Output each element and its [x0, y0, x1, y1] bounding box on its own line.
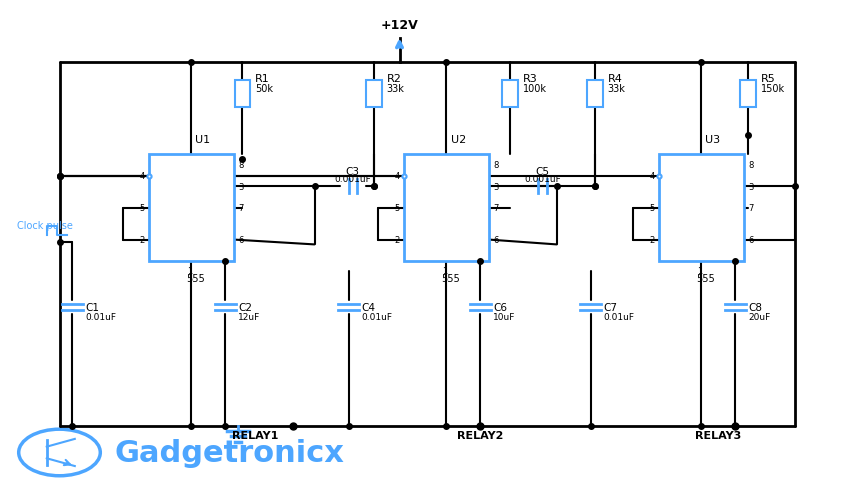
Bar [740, 81, 756, 108]
Text: U1: U1 [196, 135, 211, 145]
Text: VCC: VCC [466, 161, 484, 170]
Text: 8: 8 [748, 161, 753, 170]
Text: TH: TH [728, 236, 740, 244]
Text: C8: C8 [748, 302, 762, 312]
Text: 3: 3 [493, 182, 498, 191]
Text: R2: R2 [387, 75, 401, 84]
Text: 150k: 150k [761, 84, 785, 94]
Text: 20uF: 20uF [748, 313, 770, 321]
Bar [587, 81, 603, 108]
Text: 4: 4 [394, 172, 400, 181]
Text: CV: CV [408, 204, 421, 212]
Text: DC: DC [217, 204, 230, 212]
Text: 4: 4 [139, 172, 144, 181]
Text: 6: 6 [493, 236, 498, 244]
Text: RELAY1: RELAY1 [232, 431, 278, 440]
Text: 0.01uF: 0.01uF [604, 313, 634, 321]
Text: DC: DC [727, 204, 740, 212]
Text: 33k: 33k [387, 84, 405, 94]
Bar [502, 81, 518, 108]
Text: 5: 5 [139, 204, 144, 212]
Text: 0.001uF: 0.001uF [334, 175, 371, 184]
Text: Q: Q [478, 182, 484, 191]
Text: TR: TR [663, 236, 675, 244]
Text: C7: C7 [604, 302, 617, 312]
Text: 1: 1 [442, 266, 447, 275]
Text: 555: 555 [696, 273, 715, 284]
Text: CV: CV [153, 204, 166, 212]
Bar [404, 155, 489, 261]
Text: RELAY2: RELAY2 [457, 431, 503, 440]
Text: +12V: +12V [381, 18, 418, 31]
Text: TR: TR [408, 236, 420, 244]
Bar [659, 155, 744, 261]
Text: 33k: 33k [608, 84, 626, 94]
Text: 5: 5 [649, 204, 654, 212]
Text: 100k: 100k [523, 84, 547, 94]
Text: 0.001uF: 0.001uF [524, 175, 561, 184]
Text: R4: R4 [608, 75, 622, 84]
Text: U2: U2 [450, 135, 466, 145]
Text: GND: GND [181, 246, 201, 255]
Text: TR: TR [153, 236, 165, 244]
Text: 555: 555 [441, 273, 460, 284]
Text: R5: R5 [761, 75, 775, 84]
Text: 0.01uF: 0.01uF [361, 313, 392, 321]
Text: R3: R3 [523, 75, 537, 84]
Text: 7: 7 [493, 204, 498, 212]
Text: 2: 2 [139, 236, 144, 244]
Text: 4: 4 [649, 172, 654, 181]
Text: R1: R1 [255, 75, 269, 84]
Text: 10uF: 10uF [493, 313, 515, 321]
Text: Clock pulse: Clock pulse [17, 220, 73, 230]
Text: 5: 5 [394, 204, 400, 212]
Text: Q: Q [733, 182, 740, 191]
Bar [235, 81, 250, 108]
Text: VCC: VCC [721, 161, 740, 170]
Bar [149, 155, 234, 261]
Text: U3: U3 [706, 135, 721, 145]
Text: 8: 8 [493, 161, 498, 170]
Text: C1: C1 [85, 302, 99, 312]
Text: 6: 6 [748, 236, 753, 244]
Text: RELAY3: RELAY3 [695, 431, 741, 440]
Text: C5: C5 [536, 167, 549, 177]
Text: 7: 7 [238, 204, 243, 212]
Text: C6: C6 [493, 302, 507, 312]
Text: 555: 555 [186, 273, 205, 284]
Text: 7: 7 [748, 204, 753, 212]
Text: 8: 8 [238, 161, 243, 170]
Text: 6: 6 [238, 236, 243, 244]
Bar [366, 81, 382, 108]
Text: C2: C2 [238, 302, 252, 312]
Text: R: R [153, 172, 159, 181]
Text: VCC: VCC [211, 161, 230, 170]
Text: 2: 2 [394, 236, 400, 244]
Text: C3: C3 [346, 167, 360, 177]
Text: TH: TH [473, 236, 484, 244]
Text: R: R [663, 172, 669, 181]
Text: 1: 1 [187, 266, 192, 275]
Text: Q: Q [223, 182, 230, 191]
Text: C4: C4 [361, 302, 375, 312]
Text: DC: DC [472, 204, 484, 212]
Text: GND: GND [691, 246, 711, 255]
Text: 12uF: 12uF [238, 313, 260, 321]
Text: CV: CV [663, 204, 676, 212]
Text: Gadgetronicx: Gadgetronicx [115, 438, 344, 467]
Text: TH: TH [218, 236, 230, 244]
Text: R: R [408, 172, 414, 181]
Text: 0.01uF: 0.01uF [85, 313, 116, 321]
Text: 50k: 50k [255, 84, 273, 94]
Text: 3: 3 [748, 182, 753, 191]
Text: 3: 3 [238, 182, 243, 191]
Text: GND: GND [436, 246, 456, 255]
Text: 1: 1 [697, 266, 702, 275]
Text: 2: 2 [649, 236, 654, 244]
